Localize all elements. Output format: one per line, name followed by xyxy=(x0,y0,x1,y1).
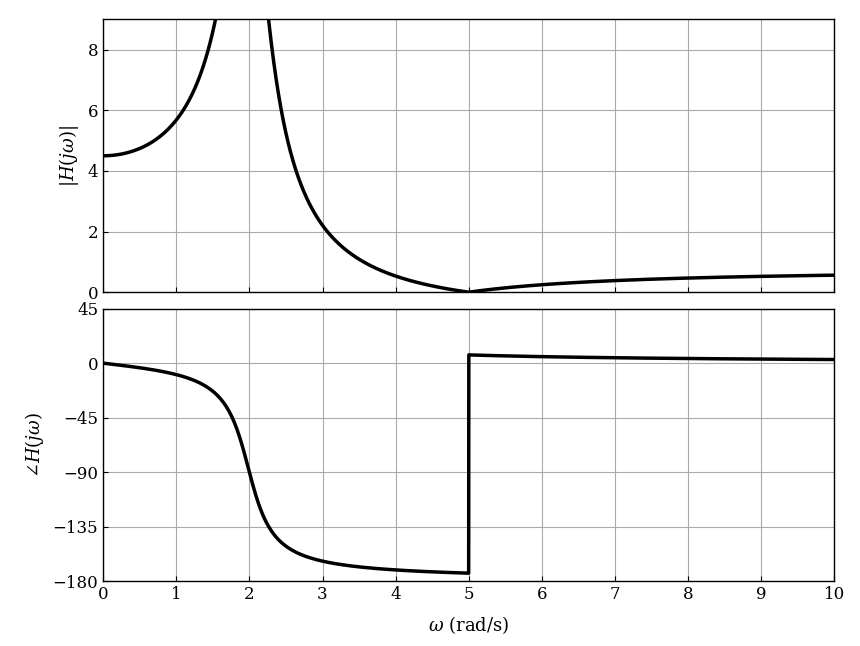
Y-axis label: $|H(j\omega)|$: $|H(j\omega)|$ xyxy=(57,125,81,187)
X-axis label: $\omega$ (rad/s): $\omega$ (rad/s) xyxy=(428,614,509,636)
Y-axis label: $\angle H(j\omega)$: $\angle H(j\omega)$ xyxy=(22,412,46,478)
